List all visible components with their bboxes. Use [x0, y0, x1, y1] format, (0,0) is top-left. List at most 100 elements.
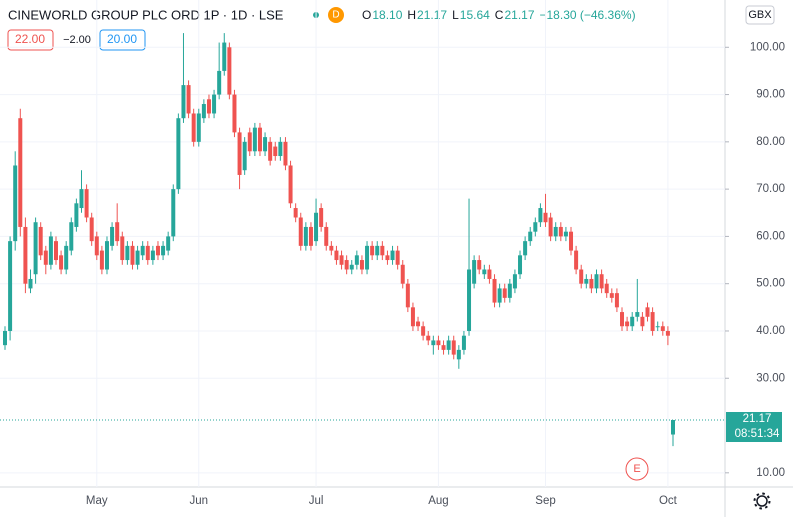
candle-body: [145, 245, 150, 261]
candle-body: [599, 274, 604, 289]
ohlc-legend: O 18.10 H 21.17 L 15.64 C 21.17 −18.30 (−46.36%): [362, 8, 636, 22]
candle-body: [99, 250, 104, 270]
candle-body: [59, 255, 64, 270]
candle-body: [13, 165, 18, 242]
candle-body: [446, 340, 451, 350]
candle-body: [252, 127, 257, 152]
candle-body: [222, 42, 227, 71]
candle-body: [436, 340, 441, 346]
interval-badge: [328, 7, 344, 23]
ohlc-value: 18.10: [372, 8, 402, 22]
candle-body: [354, 255, 359, 265]
candle-body: [273, 146, 278, 157]
candle-body: [334, 250, 339, 261]
candle-body: [630, 316, 635, 327]
chart-title: CINEWORLD GROUP PLC ORD 1P · 1D · LSE: [8, 7, 284, 22]
candle-body: [155, 245, 160, 256]
interval-text: D: [332, 10, 339, 21]
spread: −2.00: [63, 34, 91, 46]
candle-body: [609, 293, 614, 298]
candle-body: [288, 165, 293, 204]
candle-body: [308, 226, 313, 246]
candle-body: [263, 137, 268, 152]
candle-body: [43, 250, 48, 265]
candle-body: [319, 208, 324, 227]
ohlc-letter: C: [495, 8, 504, 22]
candle-body: [665, 330, 670, 336]
candle-body: [206, 99, 211, 114]
change-value: −18.30 (−46.36%): [540, 8, 636, 22]
x-tick-label: Jun: [189, 495, 208, 507]
candle-body: [125, 245, 130, 261]
candle-body: [303, 226, 308, 246]
candle-body: [451, 340, 456, 355]
candle-body: [186, 85, 191, 114]
candle-body: [569, 231, 574, 251]
candle-body: [655, 326, 660, 328]
candle-body: [625, 321, 630, 327]
candle-body: [518, 255, 523, 275]
candle-body: [421, 326, 426, 336]
candle-body: [161, 245, 166, 256]
candle-body: [359, 260, 364, 270]
currency-box[interactable]: [745, 5, 775, 25]
plot: 10.00 30.00 40.00 50.00 60.00 70.00 80.00 90.00…: [0, 0, 785, 507]
candle-body: [324, 226, 329, 246]
candle-body: [314, 212, 319, 242]
ohlc-value: 21.17: [417, 8, 447, 22]
candle-body: [74, 203, 79, 227]
candle-body: [293, 208, 298, 218]
buy-price[interactable]: 20.00: [107, 32, 137, 46]
candle-body: [589, 278, 594, 289]
candle-body: [329, 245, 334, 251]
candle-body: [110, 226, 115, 246]
ohlc-letter: L: [452, 8, 459, 22]
x-tick-label: Sep: [535, 495, 555, 507]
sell-price[interactable]: 22.00: [15, 32, 45, 46]
gear-teeth[interactable]: [753, 492, 771, 510]
buy-button[interactable]: [99, 29, 146, 51]
candle-body: [614, 293, 619, 308]
candle-body: [604, 283, 609, 294]
candle-body: [212, 94, 217, 114]
countdown: 08:51:34: [735, 428, 780, 440]
candle-body: [472, 260, 477, 284]
candle-body: [104, 241, 109, 270]
y-tick-label: 100.00: [750, 41, 785, 53]
event-badge: [625, 457, 649, 481]
candle-body: [227, 47, 232, 95]
candle-body: [171, 189, 176, 237]
candle-body: [8, 241, 13, 331]
candle-body: [523, 241, 528, 256]
ohlc-letter: O: [362, 8, 371, 22]
ohlc-value: 15.64: [460, 8, 490, 22]
candle-body: [339, 255, 344, 265]
gear[interactable]: [756, 495, 768, 507]
candle-body: [120, 236, 125, 261]
candle-body: [528, 231, 533, 242]
settings-icon[interactable]: [753, 492, 771, 510]
y-tick-label: 90.00: [756, 89, 785, 101]
candle-body: [497, 288, 502, 303]
candle-body: [553, 226, 558, 237]
candle-body: [640, 316, 645, 327]
candle-body: [467, 269, 472, 331]
sell-button[interactable]: [7, 29, 54, 51]
candle-body: [538, 208, 543, 223]
candle-body: [594, 274, 599, 289]
candle-body: [385, 255, 390, 261]
candle-body: [487, 269, 492, 279]
candle-body: [257, 127, 262, 152]
candle-body: [370, 245, 375, 256]
candle-body: [380, 245, 385, 256]
currency[interactable]: GBX: [748, 9, 772, 21]
candle-body: [431, 340, 436, 346]
candle-body: [635, 312, 640, 317]
candle-body: [69, 222, 74, 251]
candle-body: [492, 278, 497, 303]
candle-body: [533, 222, 538, 232]
event-label: E: [633, 463, 640, 475]
candle-body: [217, 70, 222, 95]
candle-body: [365, 245, 370, 270]
